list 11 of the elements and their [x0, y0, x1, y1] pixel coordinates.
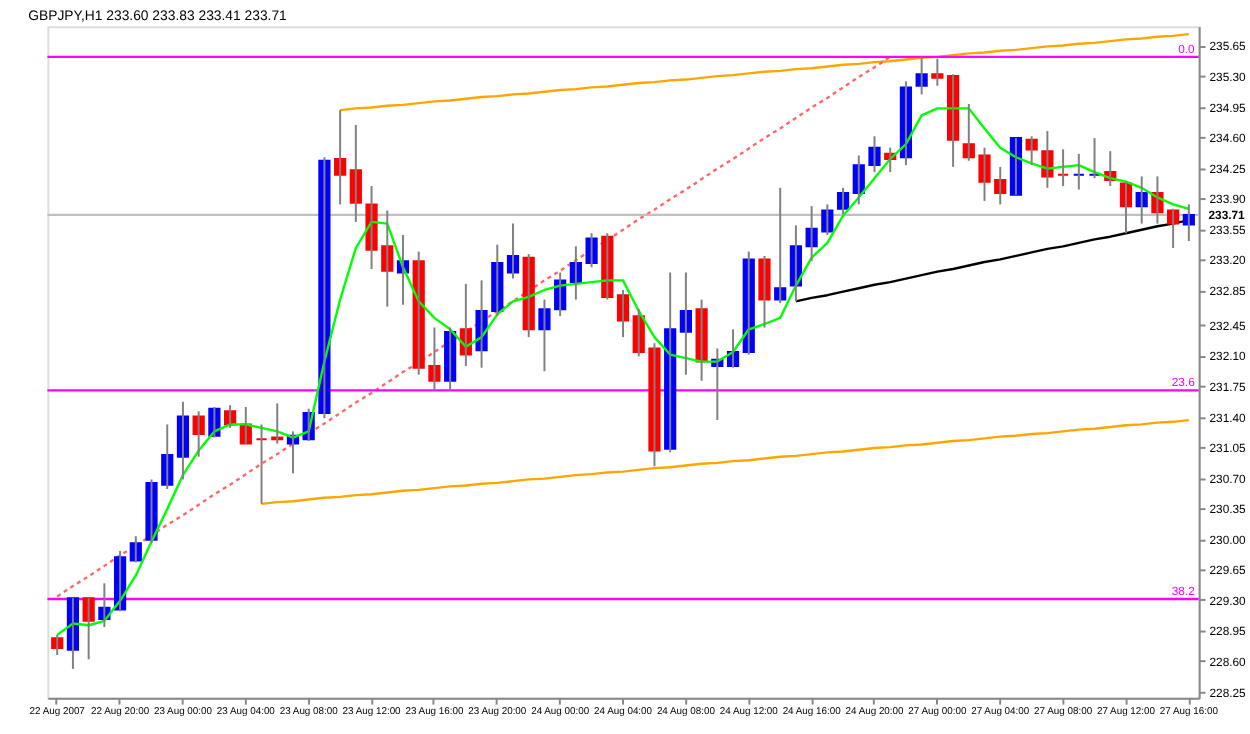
- candlestick: [255, 423, 268, 505]
- candlestick: [931, 57, 944, 87]
- candlestick: [1057, 148, 1070, 188]
- candlestick: [1072, 152, 1085, 191]
- candlestick: [1088, 137, 1101, 180]
- line-series: [260, 418, 1191, 506]
- line-series: [56, 107, 1191, 637]
- candlestick: [758, 254, 771, 329]
- line-series: [338, 32, 1191, 112]
- line-series: [56, 55, 892, 598]
- candlestick: [1009, 137, 1023, 196]
